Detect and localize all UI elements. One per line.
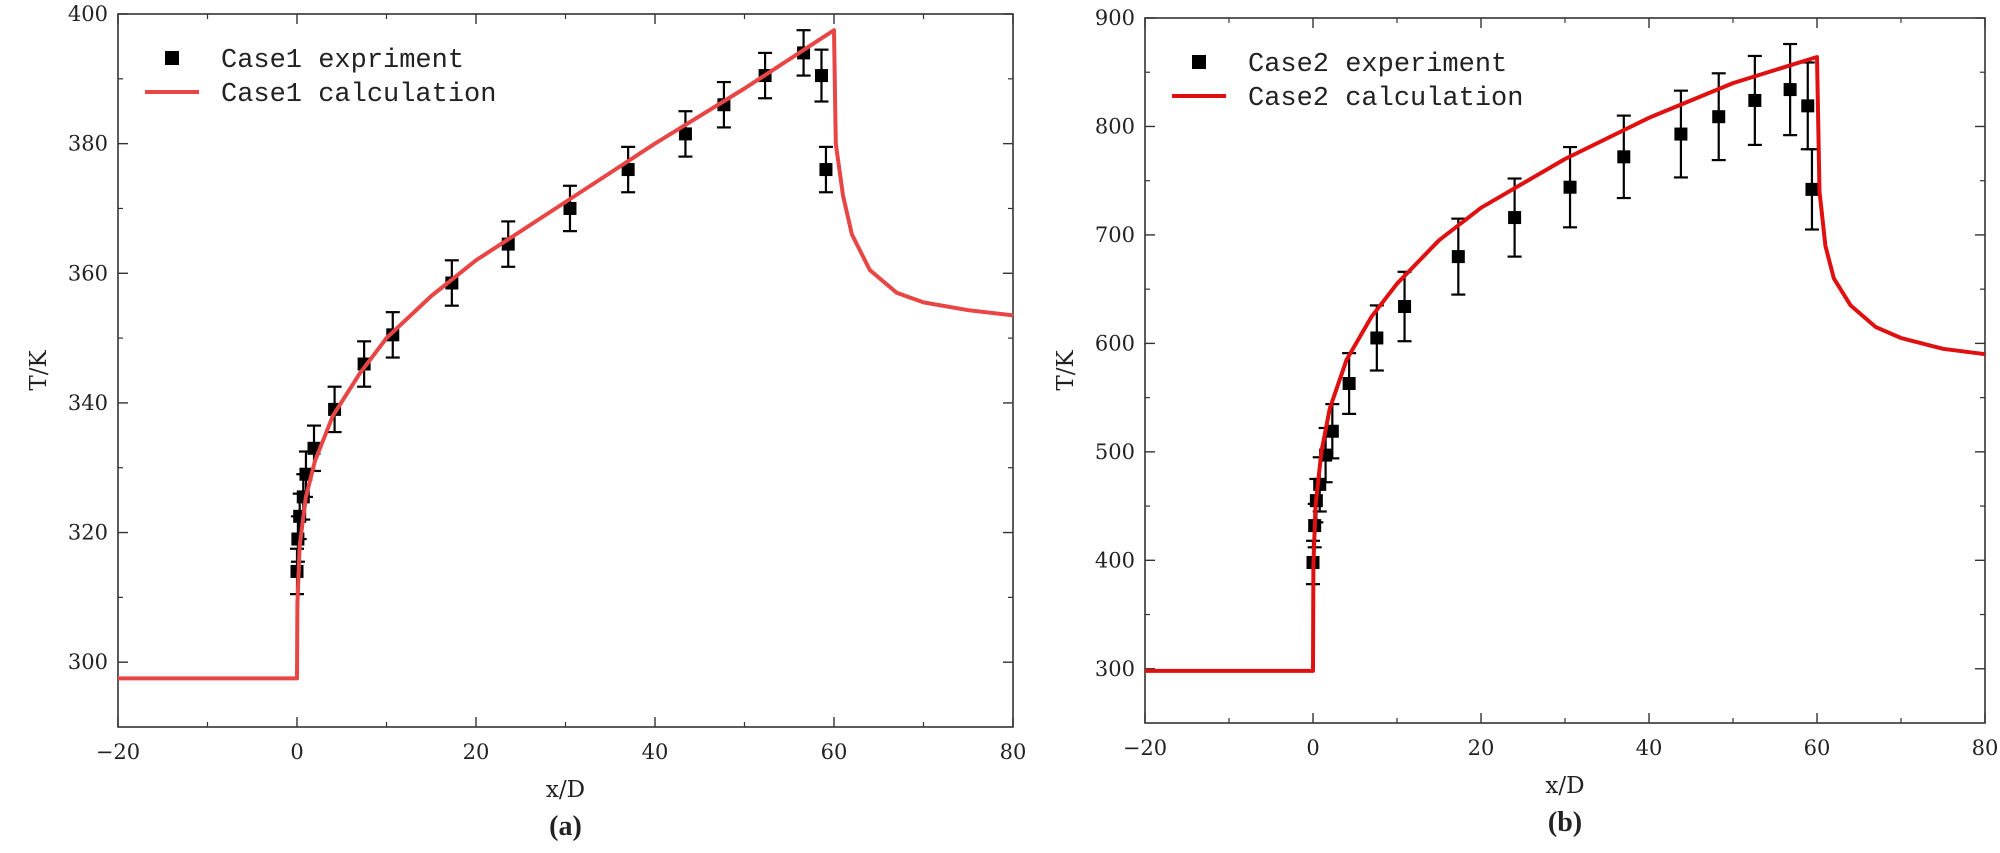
data-point (1712, 110, 1726, 124)
plot-frame (117, 13, 1014, 728)
data-point (563, 201, 577, 215)
y-tick-label: 500 (1095, 440, 1135, 464)
y-tick-label: 400 (1095, 548, 1135, 572)
data-point (1451, 250, 1465, 264)
data-point (678, 127, 692, 141)
y-tick-label: 380 (68, 132, 108, 156)
legend-marker-swatch (165, 51, 179, 65)
data-point (1398, 300, 1412, 314)
calculation-line (1145, 55, 1986, 673)
legend-label: Case1 calculation (221, 80, 496, 110)
y-axis-title: T/K (1053, 350, 1079, 391)
x-tick-label: 60 (1804, 736, 1831, 760)
x-axis-title: x/D (546, 777, 585, 803)
x-axis-title: x/D (1545, 773, 1584, 799)
x-tick-label: −20 (96, 740, 140, 764)
data-point (814, 69, 828, 83)
data-point (1805, 182, 1819, 196)
x-tick-label: 20 (463, 740, 490, 764)
calculation-line (118, 28, 1014, 681)
x-tick-label: 40 (642, 740, 669, 764)
plot-frame (1144, 17, 1986, 724)
y-tick-label: 300 (1095, 657, 1135, 681)
legend-label: Case2 calculation (1248, 84, 1523, 114)
x-tick-label: 80 (1000, 740, 1027, 764)
data-point (1508, 211, 1522, 225)
y-tick-label: 900 (1095, 6, 1135, 30)
panel-label: (a) (549, 811, 582, 842)
data-point (1370, 331, 1384, 345)
y-tick-label: 340 (68, 391, 108, 415)
data-point (1748, 93, 1762, 107)
panel-label: (b) (1548, 807, 1582, 838)
x-tick-label: −20 (1123, 736, 1167, 760)
data-point (1563, 180, 1577, 194)
data-point (1674, 127, 1688, 141)
y-axis-title: T/K (26, 350, 52, 391)
chart-panel-a: −20 0 20 40 60 80 300 320 340 360 380 400 x/D T/K (a) C… (26, 2, 1026, 842)
data-point (1325, 424, 1339, 438)
y-tick-label: 300 (68, 650, 108, 674)
y-tick-label: 320 (68, 521, 108, 545)
legend-label: Case2 experiment (1248, 50, 1507, 80)
data-point (819, 163, 833, 177)
y-tick-label: 360 (68, 261, 108, 285)
x-tick-label: 60 (821, 740, 848, 764)
x-tick-label: 40 (1636, 736, 1663, 760)
x-tick-label: 0 (1306, 736, 1319, 760)
chart-panel-b: −20 0 20 40 60 80 300 400 500 600 700 800 900 x/D T/K (… (1053, 6, 1998, 838)
data-point (1617, 150, 1631, 164)
data-point (1783, 83, 1797, 97)
data-point (621, 163, 635, 177)
legend-label: Case1 expriment (221, 46, 464, 76)
y-tick-label: 800 (1095, 114, 1135, 138)
x-tick-label: 80 (1972, 736, 1999, 760)
y-tick-label: 700 (1095, 223, 1135, 247)
y-tick-label: 400 (68, 2, 108, 26)
x-tick-label: 0 (290, 740, 303, 764)
x-tick-label: 20 (1468, 736, 1495, 760)
data-point (1342, 377, 1356, 391)
legend-marker-swatch (1192, 55, 1206, 69)
data-point (1801, 99, 1815, 113)
y-tick-label: 600 (1095, 331, 1135, 355)
